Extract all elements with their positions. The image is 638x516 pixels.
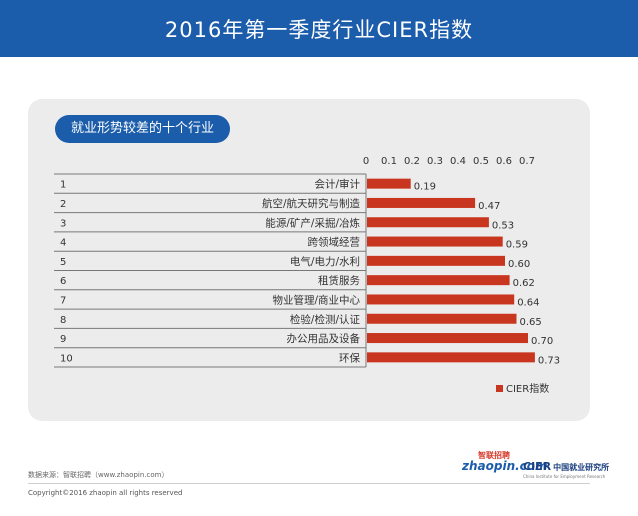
cier-logo-cn: 中国就业研究所 — [553, 463, 610, 472]
category-label: 物业管理/商业中心 — [272, 293, 360, 306]
x-tick-label: 0.2 — [404, 156, 420, 167]
legend-swatch — [496, 385, 503, 392]
cier-logo-text: CIER — [523, 460, 552, 473]
category-label: 会计/审计 — [314, 178, 360, 191]
rank-label: 3 — [60, 218, 66, 229]
category-label: 电气/电力/水利 — [290, 255, 360, 268]
cier-logo-sub: China Institute for Employment Research — [523, 474, 606, 479]
bar — [367, 255, 505, 266]
data-label: 0.73 — [538, 355, 560, 366]
bar — [367, 294, 515, 305]
category-label: 检验/检测/认证 — [290, 313, 361, 326]
bar — [367, 275, 510, 286]
data-label: 0.53 — [492, 220, 514, 231]
bar — [367, 197, 476, 208]
legend-label: CIER指数 — [506, 382, 549, 395]
rank-label: 8 — [60, 315, 66, 326]
data-source-note: 数据来源：智联招聘（www.zhaopin.com） — [28, 471, 169, 479]
bar — [367, 352, 535, 363]
bar — [367, 178, 411, 189]
rank-label: 6 — [60, 276, 66, 287]
data-label: 0.64 — [517, 297, 539, 308]
header-bar: 2016年第一季度行业CIER指数 — [0, 0, 638, 57]
data-label: 0.65 — [520, 317, 542, 328]
category-label: 航空/航天研究与制造 — [262, 197, 361, 210]
zhaopin-logo-text: zhaopin.com — [462, 459, 548, 473]
bar — [367, 217, 489, 228]
data-label: 0.47 — [478, 201, 500, 212]
zhaopin-logo: 智联招聘 zhaopin.com — [462, 451, 548, 473]
rank-label: 4 — [60, 238, 66, 249]
data-label: 0.62 — [513, 278, 535, 289]
bar — [367, 313, 517, 324]
cier-logo: CIER 中国就业研究所 China Institute for Employme… — [523, 460, 610, 479]
category-label: 环保 — [339, 351, 360, 364]
x-tick-label: 0.5 — [473, 156, 489, 167]
rank-label: 5 — [60, 257, 66, 268]
rank-label: 2 — [60, 199, 66, 210]
category-label: 能源/矿产/采掘/冶炼 — [265, 216, 360, 229]
rank-label: 7 — [60, 295, 66, 306]
x-tick-label: 0.4 — [450, 156, 466, 167]
chart-subtitle-pill: 就业形势较差的十个行业 — [55, 115, 231, 143]
rank-label: 1 — [60, 180, 66, 191]
zhaopin-logo-cn: 智联招聘 — [478, 451, 510, 460]
category-label: 跨领域经营 — [308, 236, 361, 249]
category-label: 租赁服务 — [318, 274, 360, 287]
bar — [367, 236, 503, 247]
bar — [367, 333, 528, 344]
data-label: 0.59 — [506, 240, 528, 251]
x-tick-label: 0 — [363, 156, 369, 167]
rank-label: 10 — [60, 353, 73, 364]
copyright-text: Copyright©2016 zhaopin all rights reserv… — [28, 489, 183, 497]
x-tick-label: 0.6 — [496, 156, 512, 167]
rank-label: 9 — [60, 334, 66, 345]
category-label: 办公用品及设备 — [287, 332, 361, 345]
data-label: 0.70 — [531, 336, 553, 347]
x-tick-label: 0.3 — [427, 156, 443, 167]
footer-divider — [28, 483, 590, 484]
page-title: 2016年第一季度行业CIER指数 — [164, 17, 474, 42]
x-tick-label: 0.7 — [519, 156, 535, 167]
x-tick-label: 0.1 — [381, 156, 397, 167]
data-label: 0.60 — [508, 259, 530, 270]
data-label: 0.19 — [414, 182, 436, 193]
